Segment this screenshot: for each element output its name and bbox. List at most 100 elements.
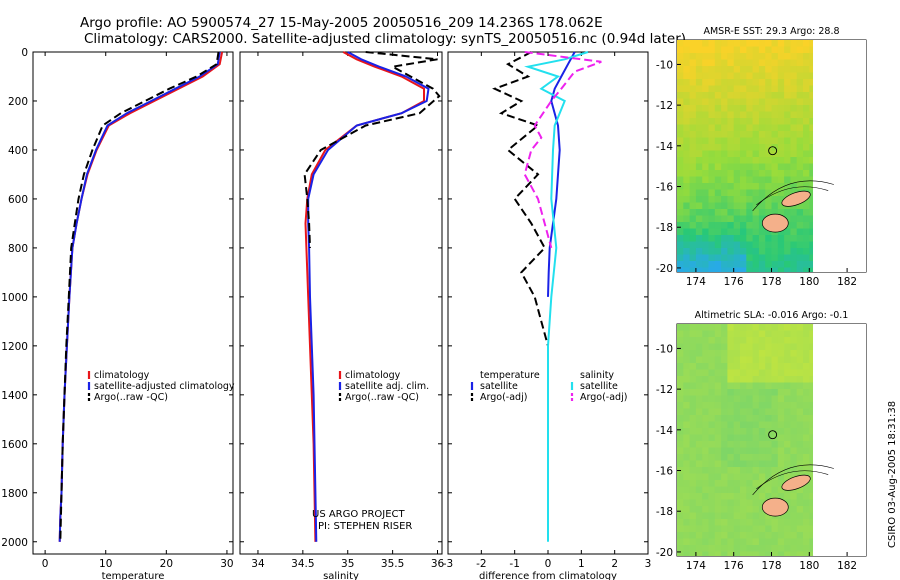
map-cell (758, 538, 766, 546)
map-cell (809, 512, 814, 520)
map-cell (689, 369, 697, 377)
map-cell (796, 254, 804, 262)
y-tick-label: 1400 (1, 390, 28, 402)
map-cell (746, 441, 753, 448)
map-cell (740, 382, 747, 390)
map-cell (708, 473, 716, 481)
map-cell (752, 376, 760, 383)
map-cell (702, 337, 709, 344)
y-tick-label: 600 (8, 194, 28, 206)
map-cell (758, 241, 766, 249)
map-cell (714, 324, 722, 331)
series-line (492, 51, 549, 347)
y-tick-label: 400 (8, 145, 28, 157)
map-cell (727, 389, 735, 396)
map-cell (796, 98, 804, 106)
map-cell (784, 92, 791, 99)
map-cell (752, 254, 760, 262)
map-cell (708, 421, 716, 429)
map-cell (689, 376, 697, 383)
map-cell (702, 382, 709, 390)
map-cell (784, 473, 791, 481)
map-cell (784, 324, 791, 331)
map-cell (683, 72, 690, 80)
map-cell (733, 343, 741, 351)
map-cell (809, 551, 814, 556)
map-cell (777, 454, 785, 461)
map-cell (790, 98, 798, 106)
map-cell (752, 447, 760, 455)
map-cell (740, 176, 747, 184)
map-cell (796, 72, 804, 80)
map-cell (708, 486, 716, 494)
map-cell (752, 66, 760, 73)
map-cell (702, 46, 709, 54)
map-cell (758, 428, 766, 435)
map-cell (677, 356, 684, 364)
map-cell (752, 454, 760, 461)
map-cell (714, 428, 722, 435)
map-cell (677, 131, 684, 138)
map-cell (777, 330, 785, 338)
map-cell (746, 92, 753, 99)
map-cell (746, 499, 753, 507)
map-cell (752, 176, 760, 184)
x-tick-label: 35.5 (381, 558, 404, 570)
map-cell (677, 53, 684, 60)
map-cell (803, 53, 810, 60)
map-cell (752, 222, 760, 229)
map-cell (746, 454, 753, 461)
map-cell (809, 428, 814, 435)
map-cell (765, 480, 772, 487)
map-cell (803, 261, 810, 268)
map-cell (695, 356, 703, 364)
map-cell (790, 254, 798, 262)
map-cell (689, 196, 697, 203)
map-cell (733, 480, 741, 487)
map-cell (746, 170, 753, 177)
map-cell (796, 183, 804, 190)
map-cell (765, 454, 772, 461)
map-cell (727, 467, 735, 474)
map-cell (702, 183, 709, 190)
map-cell (733, 176, 741, 184)
map-cell (746, 98, 753, 106)
map-cell (809, 447, 814, 455)
map-cell (765, 267, 772, 272)
map-cell (809, 92, 814, 99)
map-cell (677, 150, 684, 158)
map-cell (765, 447, 772, 455)
map-cell (727, 532, 735, 539)
map-cell (790, 519, 798, 526)
map-cell (752, 337, 760, 344)
map-cell (740, 460, 747, 468)
map-cell (721, 163, 728, 171)
map-cell (695, 215, 703, 223)
map-cell (758, 343, 766, 351)
map-cell (758, 202, 766, 210)
map-y-tick-label: -14 (656, 141, 673, 153)
map-cell (740, 196, 747, 203)
map-cell (683, 215, 690, 223)
map-cell (803, 170, 810, 177)
map-cell (758, 131, 766, 138)
map-cell (771, 189, 779, 197)
map-cell (695, 551, 703, 556)
map-cell (733, 350, 741, 357)
map-cell (803, 254, 810, 262)
map-cell (758, 183, 766, 190)
map-cell (740, 248, 747, 255)
map-cell (677, 92, 684, 99)
map-cell (790, 144, 798, 151)
map-cell (803, 209, 810, 216)
map-cell (689, 434, 697, 442)
map-cell (708, 402, 716, 409)
map-cell (790, 261, 798, 268)
map-cell (758, 454, 766, 461)
map-cell (702, 441, 709, 448)
map-cell (803, 525, 810, 533)
map-cell (677, 395, 684, 403)
map-cell (765, 98, 772, 106)
map-cell (752, 421, 760, 429)
map-cell (721, 209, 728, 216)
